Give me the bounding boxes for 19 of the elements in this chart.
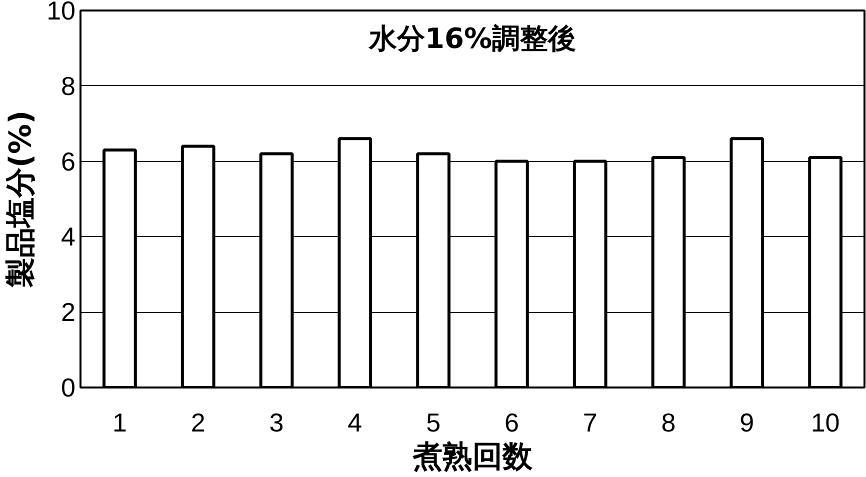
x-tick-label: 4 (348, 408, 362, 438)
x-axis-title: 煮熟回数 (412, 440, 534, 474)
y-tick-label: 10 (46, 0, 76, 26)
x-tick-label: 6 (504, 408, 519, 438)
x-tick-label: 1 (112, 408, 127, 438)
x-tick-label: 9 (740, 408, 754, 438)
annotation: 水分16%調整後 (368, 22, 576, 55)
y-tick-label: 2 (61, 297, 76, 328)
y-tick-label: 0 (61, 372, 76, 402)
x-tick-label: 2 (190, 408, 206, 438)
y-tick-label: 6 (61, 146, 76, 176)
y-tick-label: 4 (61, 222, 76, 252)
y-axis-title: 製品塩分(%) (4, 110, 39, 289)
y-tick-label: 8 (61, 70, 76, 101)
x-tick-label: 5 (426, 408, 441, 438)
x-tick-label: 8 (661, 408, 676, 438)
x-tick-label: 7 (582, 408, 598, 438)
x-tick-label: 10 (810, 408, 840, 438)
x-tick-label: 3 (269, 408, 284, 438)
